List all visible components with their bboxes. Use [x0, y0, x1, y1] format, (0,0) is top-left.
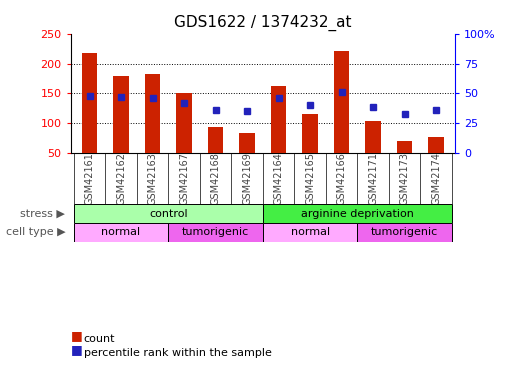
- Text: GSM42166: GSM42166: [337, 152, 347, 205]
- Text: cell type ▶: cell type ▶: [6, 228, 65, 237]
- Bar: [176, 93, 192, 153]
- Text: GSM42165: GSM42165: [305, 152, 315, 205]
- Text: count: count: [84, 334, 115, 344]
- Text: GSM42171: GSM42171: [368, 152, 378, 205]
- Bar: [263, 204, 452, 223]
- Text: GSM42167: GSM42167: [179, 152, 189, 205]
- Bar: [145, 74, 161, 153]
- Bar: [74, 204, 263, 223]
- Bar: [365, 121, 381, 153]
- Text: tumorigenic: tumorigenic: [182, 228, 249, 237]
- Text: stress ▶: stress ▶: [20, 209, 65, 219]
- Text: GSM42161: GSM42161: [85, 152, 95, 205]
- Text: GSM42168: GSM42168: [211, 152, 221, 205]
- Title: GDS1622 / 1374232_at: GDS1622 / 1374232_at: [174, 15, 351, 31]
- Text: ■: ■: [71, 329, 86, 342]
- Text: GSM42164: GSM42164: [274, 152, 283, 205]
- Text: GSM42173: GSM42173: [400, 152, 410, 205]
- Text: ■: ■: [71, 343, 86, 356]
- Bar: [239, 133, 255, 153]
- Text: normal: normal: [290, 228, 329, 237]
- Text: GSM42163: GSM42163: [147, 152, 157, 205]
- Bar: [168, 223, 263, 242]
- Text: arginine deprivation: arginine deprivation: [301, 209, 414, 219]
- Bar: [263, 223, 357, 242]
- Bar: [82, 53, 97, 153]
- Text: tumorigenic: tumorigenic: [371, 228, 438, 237]
- Bar: [113, 75, 129, 153]
- Bar: [74, 223, 168, 242]
- Text: normal: normal: [101, 228, 141, 237]
- Bar: [397, 141, 413, 153]
- Text: control: control: [149, 209, 188, 219]
- Bar: [271, 86, 287, 153]
- Text: GSM42174: GSM42174: [431, 152, 441, 205]
- Bar: [302, 114, 318, 153]
- Bar: [334, 51, 349, 153]
- Bar: [428, 137, 444, 153]
- Text: GSM42162: GSM42162: [116, 152, 126, 205]
- Bar: [208, 128, 223, 153]
- Text: percentile rank within the sample: percentile rank within the sample: [84, 348, 271, 358]
- Bar: [357, 223, 452, 242]
- Text: GSM42169: GSM42169: [242, 152, 252, 205]
